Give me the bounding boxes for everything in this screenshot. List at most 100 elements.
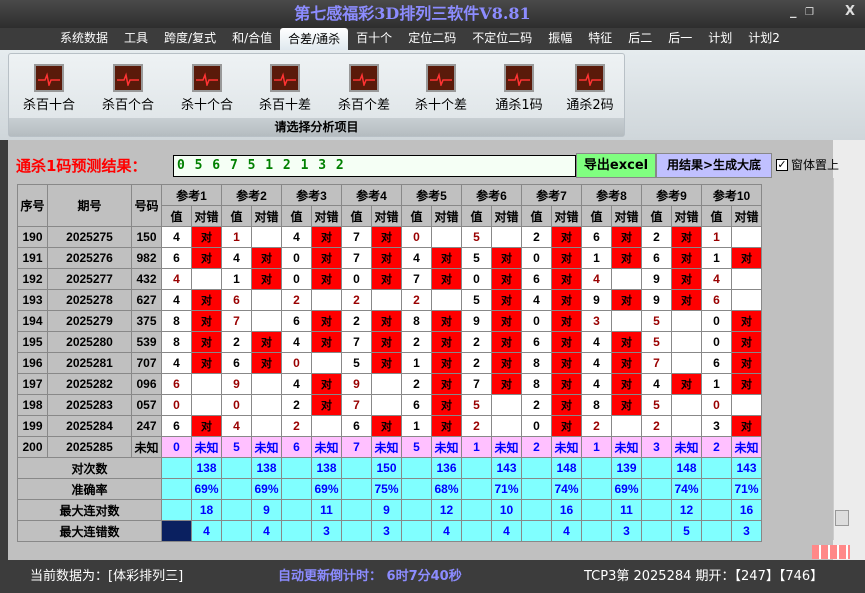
- ribbon-button[interactable]: 杀十个差: [406, 64, 476, 113]
- value-cell: 9: [461, 310, 492, 332]
- blank-cell: [221, 478, 252, 500]
- summary-row: 准确率 69% 69% 69% 75% 68% 71% 74% 69% 74% 71%: [17, 478, 762, 500]
- ribbon-button[interactable]: 杀百个差: [329, 64, 399, 113]
- hit-cell: [191, 268, 222, 290]
- hit-cell: [311, 289, 342, 311]
- ribbon: 请选择分析项目 杀百十合 杀百个合 杀十个合 杀百十差 杀百个差 杀十个差 通杀1码 通杀2码: [0, 50, 865, 140]
- code-cell: 432: [131, 268, 162, 290]
- minimize-icon[interactable]: _: [790, 4, 797, 19]
- restore-icon[interactable]: ❐: [805, 7, 814, 18]
- menu-item[interactable]: 计划: [708, 31, 733, 45]
- ontop-checkbox[interactable]: ✓ 窗体置上: [776, 156, 839, 173]
- hit-header: 对错: [611, 205, 642, 227]
- value-cell: 4: [701, 268, 732, 290]
- ref-prefix: 参考: [356, 188, 381, 203]
- heartbeat-icon: [504, 64, 534, 92]
- menu-item[interactable]: 跨度/复式: [164, 31, 217, 45]
- val-header: 值: [401, 205, 432, 227]
- hit-cell: 对: [311, 394, 342, 416]
- value-cell: 6: [161, 247, 192, 269]
- value-cell: 7: [341, 247, 372, 269]
- value-cell: 9: [641, 289, 672, 311]
- summary-label: 最大连错数: [17, 520, 162, 542]
- summary-value: 69%: [251, 478, 282, 500]
- blank-cell: [521, 478, 552, 500]
- hit-cell: 对: [311, 331, 342, 353]
- val-header: 值: [341, 205, 372, 227]
- menu-item[interactable]: 后一: [668, 31, 693, 45]
- hit-cell: [671, 352, 702, 374]
- value-cell: 8: [521, 352, 552, 374]
- hit-cell: 对: [251, 247, 282, 269]
- menu-item[interactable]: 合差/通杀: [280, 28, 349, 50]
- hit-cell: 对: [371, 310, 402, 332]
- hit-cell: [431, 289, 462, 311]
- ribbon-button[interactable]: 通杀1码: [484, 64, 554, 113]
- menu-item[interactable]: 和/合值: [232, 31, 273, 45]
- hit-cell: 对: [491, 373, 522, 395]
- summary-value: 11: [611, 499, 642, 521]
- value-cell: 2: [281, 415, 312, 437]
- ribbon-button[interactable]: 杀百个合: [93, 64, 163, 113]
- summary-value: 4: [251, 520, 282, 542]
- menu-item[interactable]: 后二: [628, 31, 653, 45]
- ribbon-button[interactable]: 杀百十合: [14, 64, 84, 113]
- hit-cell: [191, 394, 222, 416]
- ribbon-button[interactable]: 杀十个合: [172, 64, 242, 113]
- status-indicator: [812, 545, 850, 559]
- scrollbar[interactable]: [833, 178, 850, 540]
- heartbeat-icon: [34, 64, 64, 92]
- summary-value: 9: [251, 499, 282, 521]
- menu-item[interactable]: 定位二码: [408, 31, 457, 45]
- summary-value: 71%: [491, 478, 522, 500]
- value-cell: 6: [221, 352, 252, 374]
- value-cell: 1: [701, 226, 732, 248]
- ribbon-button[interactable]: 通杀2码: [555, 64, 625, 113]
- summary-value: 139: [611, 457, 642, 479]
- hit-header: 对错: [731, 205, 762, 227]
- export-excel-button[interactable]: 导出excel: [576, 153, 656, 178]
- ribbon-button-label: 通杀2码: [566, 98, 614, 113]
- hit-cell: [311, 352, 342, 374]
- blank-cell: [341, 478, 372, 500]
- value-cell: 2: [461, 352, 492, 374]
- value-cell: 0: [521, 415, 552, 437]
- hit-cell: 对: [191, 247, 222, 269]
- result-field[interactable]: 0 5 6 7 5 1 2 1 3 2: [173, 155, 576, 177]
- menu-item[interactable]: 百十个: [356, 31, 393, 45]
- menu-item[interactable]: 不定位二码: [472, 31, 533, 45]
- hit-cell: [251, 226, 282, 248]
- ribbon-button-label: 通杀1码: [495, 98, 543, 113]
- summary-value: 148: [551, 457, 582, 479]
- code-cell: 982: [131, 247, 162, 269]
- menu-item[interactable]: 特征: [588, 31, 613, 45]
- ref-header: 参考9: [641, 184, 702, 206]
- hit-cell: [731, 394, 762, 416]
- ribbon-button-label: 杀百十合: [22, 98, 75, 113]
- value-cell: 4: [581, 352, 612, 374]
- hit-cell: 对: [551, 373, 582, 395]
- checkbox-icon[interactable]: ✓: [776, 157, 788, 171]
- blank-cell: [521, 457, 552, 479]
- value-cell: 4: [401, 247, 432, 269]
- ribbon-button-label: 杀百十差: [258, 98, 311, 113]
- value-cell: 1: [221, 226, 252, 248]
- ribbon-group: 请选择分析项目 杀百十合 杀百个合 杀十个合 杀百十差 杀百个差 杀十个差 通杀1码 通杀2码: [8, 53, 625, 137]
- issue-cell: 2025283: [47, 394, 132, 416]
- menu-item[interactable]: 计划2: [748, 31, 780, 45]
- value-cell: 2: [581, 415, 612, 437]
- hit-cell: 对: [311, 226, 342, 248]
- close-icon[interactable]: X: [845, 4, 856, 19]
- value-cell: 3: [581, 310, 612, 332]
- value-cell: 1: [701, 373, 732, 395]
- generate-base-button[interactable]: 用结果>生成大底: [656, 153, 772, 178]
- value-cell: 0: [281, 352, 312, 374]
- menu-item[interactable]: 振幅: [548, 31, 573, 45]
- scroll-thumb[interactable]: [835, 510, 849, 526]
- ribbon-button[interactable]: 杀百十差: [250, 64, 320, 113]
- menu-item[interactable]: 工具: [124, 31, 149, 45]
- current-data: 当前数据为：[体彩排列三]: [30, 569, 184, 584]
- value-cell: 8: [161, 331, 192, 353]
- menu-item[interactable]: 系统数据: [60, 31, 109, 45]
- value-cell: 6: [701, 289, 732, 311]
